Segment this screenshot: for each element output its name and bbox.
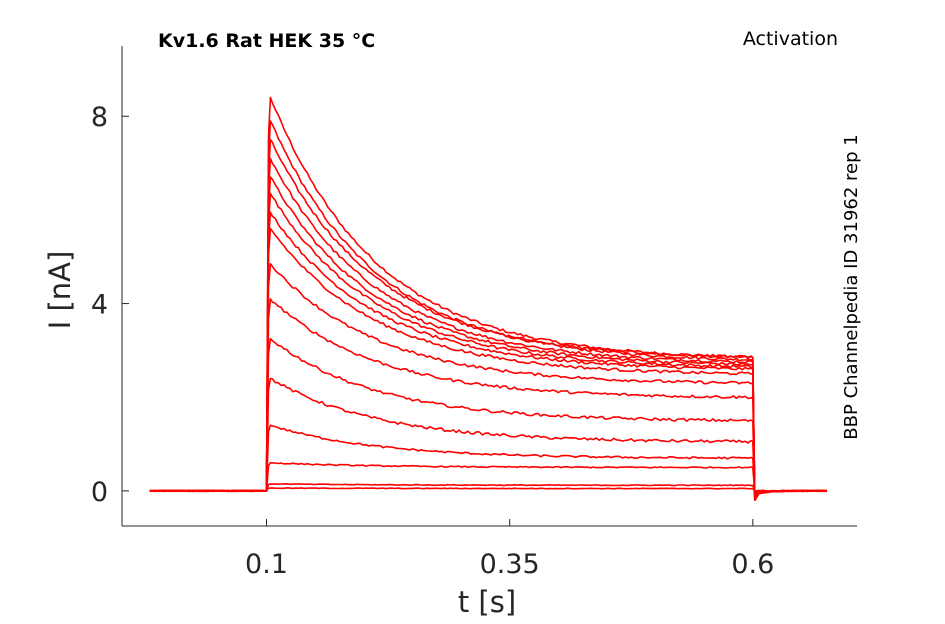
current-trace-7 bbox=[149, 211, 827, 501]
current-trace-2 bbox=[149, 120, 827, 501]
current-trace-11 bbox=[149, 337, 827, 497]
ticks: 0.1 0.35 0.6 0 4 8 bbox=[91, 102, 774, 580]
x-tick-label: 0.35 bbox=[480, 549, 540, 580]
current-trace-6 bbox=[149, 192, 827, 501]
y-axis-label: I [nA] bbox=[43, 251, 77, 330]
x-tick-label: 0.1 bbox=[245, 549, 288, 580]
side-label: BBP Channelpedia ID 31962 rep 1 bbox=[841, 134, 862, 439]
current-trace-16 bbox=[149, 487, 827, 493]
current-trace-15 bbox=[149, 483, 827, 493]
current-trace-14 bbox=[149, 462, 827, 493]
y-tick-label: 0 bbox=[91, 477, 108, 508]
current-trace-9 bbox=[149, 263, 827, 500]
current-trace-5 bbox=[149, 176, 827, 501]
traces bbox=[149, 96, 827, 501]
current-trace-12 bbox=[149, 377, 827, 496]
x-tick-label: 0.6 bbox=[731, 549, 774, 580]
chart-title: Kv1.6 Rat HEK 35 °C bbox=[158, 30, 375, 52]
y-tick-label: 4 bbox=[91, 290, 108, 321]
x-axis-label: t [s] bbox=[458, 585, 516, 619]
chart-subtitle: Activation bbox=[743, 28, 838, 50]
current-trace-8 bbox=[149, 227, 827, 501]
current-trace-13 bbox=[149, 424, 827, 494]
current-trace-4 bbox=[149, 157, 827, 501]
y-tick-label: 8 bbox=[91, 102, 108, 133]
current-trace-10 bbox=[149, 298, 827, 499]
current-trace-3 bbox=[149, 138, 827, 501]
